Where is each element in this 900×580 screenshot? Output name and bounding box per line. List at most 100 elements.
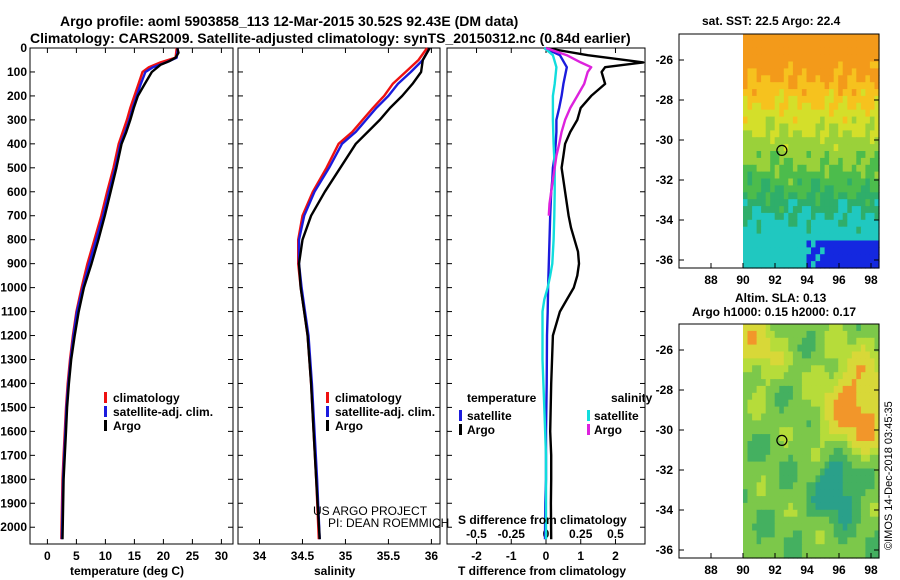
sst-grid-cell <box>779 240 785 248</box>
sst-grid-cell <box>779 102 785 111</box>
sst-grid-cell <box>865 240 871 248</box>
sla-grid-cell <box>847 324 853 332</box>
sst-map-title: sat. SST: 22.5 Argo: 22.4 <box>702 14 841 28</box>
sla-grid-cell <box>869 509 875 518</box>
sst-grid-cell <box>869 219 875 228</box>
sla-grid-cell <box>811 475 817 483</box>
sst-grid-cell <box>851 82 857 90</box>
sla-grid-cell <box>820 358 826 366</box>
depth-tick-label: 800 <box>7 233 27 247</box>
sla-grid-cell <box>851 523 857 532</box>
sla-grid-cell <box>820 516 826 525</box>
sst-grid-cell <box>747 157 753 166</box>
sst-grid-cell <box>806 233 812 242</box>
sla-grid-cell <box>770 523 776 532</box>
sst-grid-cell <box>829 75 835 83</box>
sla-grid-cell <box>756 434 762 442</box>
sst-grid-cell <box>774 164 780 173</box>
sla-grid-cell <box>779 447 785 456</box>
sst-grid-cell <box>869 137 875 145</box>
x-tick-label: 34 <box>253 549 267 563</box>
sst-grid-cell <box>820 233 826 242</box>
lon-tick-label: 96 <box>832 563 846 577</box>
sla-grid-cell <box>856 530 862 538</box>
sst-grid-cell <box>743 178 749 186</box>
sst-grid-cell <box>847 240 853 248</box>
sla-grid-cell <box>792 516 798 525</box>
sst-grid-cell <box>743 102 749 111</box>
sst-grid-cell <box>811 151 817 159</box>
sla-grid-cell <box>747 516 753 525</box>
sst-grid-cell <box>761 226 767 235</box>
sst-grid-cell <box>797 199 803 207</box>
sst-grid-cell <box>860 95 866 104</box>
sst-grid-cell <box>774 233 780 242</box>
sla-grid-cell <box>747 372 753 380</box>
sla-grid-cell <box>856 385 862 394</box>
sst-grid-cell <box>856 47 862 56</box>
sla-grid-cell <box>865 523 871 532</box>
sla-grid-cell <box>865 427 871 435</box>
sla-grid-cell <box>838 461 844 470</box>
sst-grid-cell <box>743 212 749 221</box>
sla-grid-cell <box>820 365 826 373</box>
sst-grid-cell <box>756 226 762 235</box>
sst-grid-cell <box>847 185 853 193</box>
sst-grid-cell <box>765 116 771 125</box>
sst-grid-cell <box>824 34 830 42</box>
sla-grid-cell <box>761 344 767 353</box>
sla-grid-cell <box>824 544 830 552</box>
sst-grid-cell <box>783 219 789 228</box>
sst-grid-cell <box>865 40 871 49</box>
sla-grid-cell <box>815 461 821 470</box>
sst-grid-cell <box>860 164 866 173</box>
sla-grid-cell <box>765 454 771 463</box>
sst-grid-cell <box>874 89 880 97</box>
sst-grid-cell <box>847 157 853 166</box>
sst-grid-cell <box>874 54 880 63</box>
lat-tick-label: -32 <box>656 173 674 187</box>
sst-grid-cell <box>869 178 875 186</box>
sst-grid-cell <box>833 54 839 63</box>
sla-grid-cell <box>860 337 866 346</box>
sla-grid-cell <box>838 509 844 518</box>
sla-grid-cell <box>869 475 875 483</box>
legend-swatch <box>587 424 590 435</box>
sla-grid-cell <box>801 351 807 359</box>
legend-label: Argo <box>335 419 363 433</box>
sst-grid-cell <box>761 68 767 76</box>
sst-grid-cell <box>820 212 826 221</box>
sla-grid-cell <box>761 551 767 559</box>
sst-grid-cell <box>788 144 794 152</box>
sst-grid-cell <box>815 144 821 152</box>
sst-grid-cell <box>752 206 758 214</box>
sst-grid-cell <box>856 206 862 214</box>
sst-grid-cell <box>761 47 767 56</box>
sst-grid-cell <box>869 47 875 56</box>
sst-grid-cell <box>743 89 749 97</box>
sst-grid-cell <box>801 75 807 83</box>
sla-grid-cell <box>865 441 871 449</box>
sst-grid-cell <box>806 40 812 49</box>
sla-grid-cell <box>797 475 803 483</box>
sst-grid-cell <box>770 144 776 152</box>
sla-grid-cell <box>801 502 807 511</box>
sst-grid-cell <box>752 171 758 180</box>
lat-tick-label: -30 <box>656 423 674 437</box>
series-line-temperature-argo <box>545 46 645 540</box>
sst-grid-cell <box>838 109 844 118</box>
sla-grid-cell <box>869 365 875 373</box>
sla-grid-cell <box>842 523 848 532</box>
sst-grid-cell <box>865 233 871 242</box>
sst-grid-cell <box>811 157 817 166</box>
sst-grid-cell <box>833 219 839 228</box>
sla-grid-cell <box>743 344 749 353</box>
sla-grid-cell <box>806 489 812 497</box>
sst-grid-cell <box>842 68 848 76</box>
sla-grid-cell <box>842 516 848 525</box>
sla-grid-cell <box>756 399 762 408</box>
sla-grid-cell <box>865 324 871 332</box>
sla-grid-cell <box>761 516 767 525</box>
sla-grid-cell <box>774 447 780 456</box>
sst-grid-cell <box>752 102 758 111</box>
